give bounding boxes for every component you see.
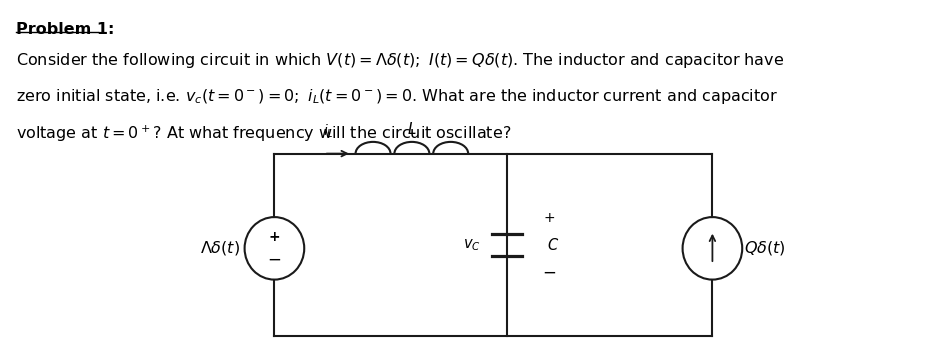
Text: $Q\delta(t)$: $Q\delta(t)$ [744, 240, 786, 257]
Text: Consider the following circuit in which $V(t) = \Lambda\delta(t);\ I(t) = Q\delt: Consider the following circuit in which … [16, 51, 785, 70]
Text: +: + [269, 229, 280, 244]
Text: −: − [268, 251, 282, 269]
Text: voltage at $t = 0^+$? At what frequency will the circuit oscillate?: voltage at $t = 0^+$? At what frequency … [16, 123, 511, 144]
Text: −: − [542, 263, 556, 281]
Text: $C$: $C$ [547, 237, 559, 253]
Text: $\Lambda\delta(t)$: $\Lambda\delta(t)$ [201, 240, 241, 257]
Text: +: + [544, 211, 555, 224]
Text: zero initial state, i.e. $v_c(t = 0^-) = 0;\ i_L(t = 0^-) = 0$. What are the ind: zero initial state, i.e. $v_c(t = 0^-) =… [16, 87, 778, 106]
Text: $i_L$: $i_L$ [323, 122, 334, 140]
Text: $v_C$: $v_C$ [463, 237, 480, 253]
Text: $L$: $L$ [407, 121, 417, 137]
Text: Problem 1:: Problem 1: [16, 22, 115, 37]
